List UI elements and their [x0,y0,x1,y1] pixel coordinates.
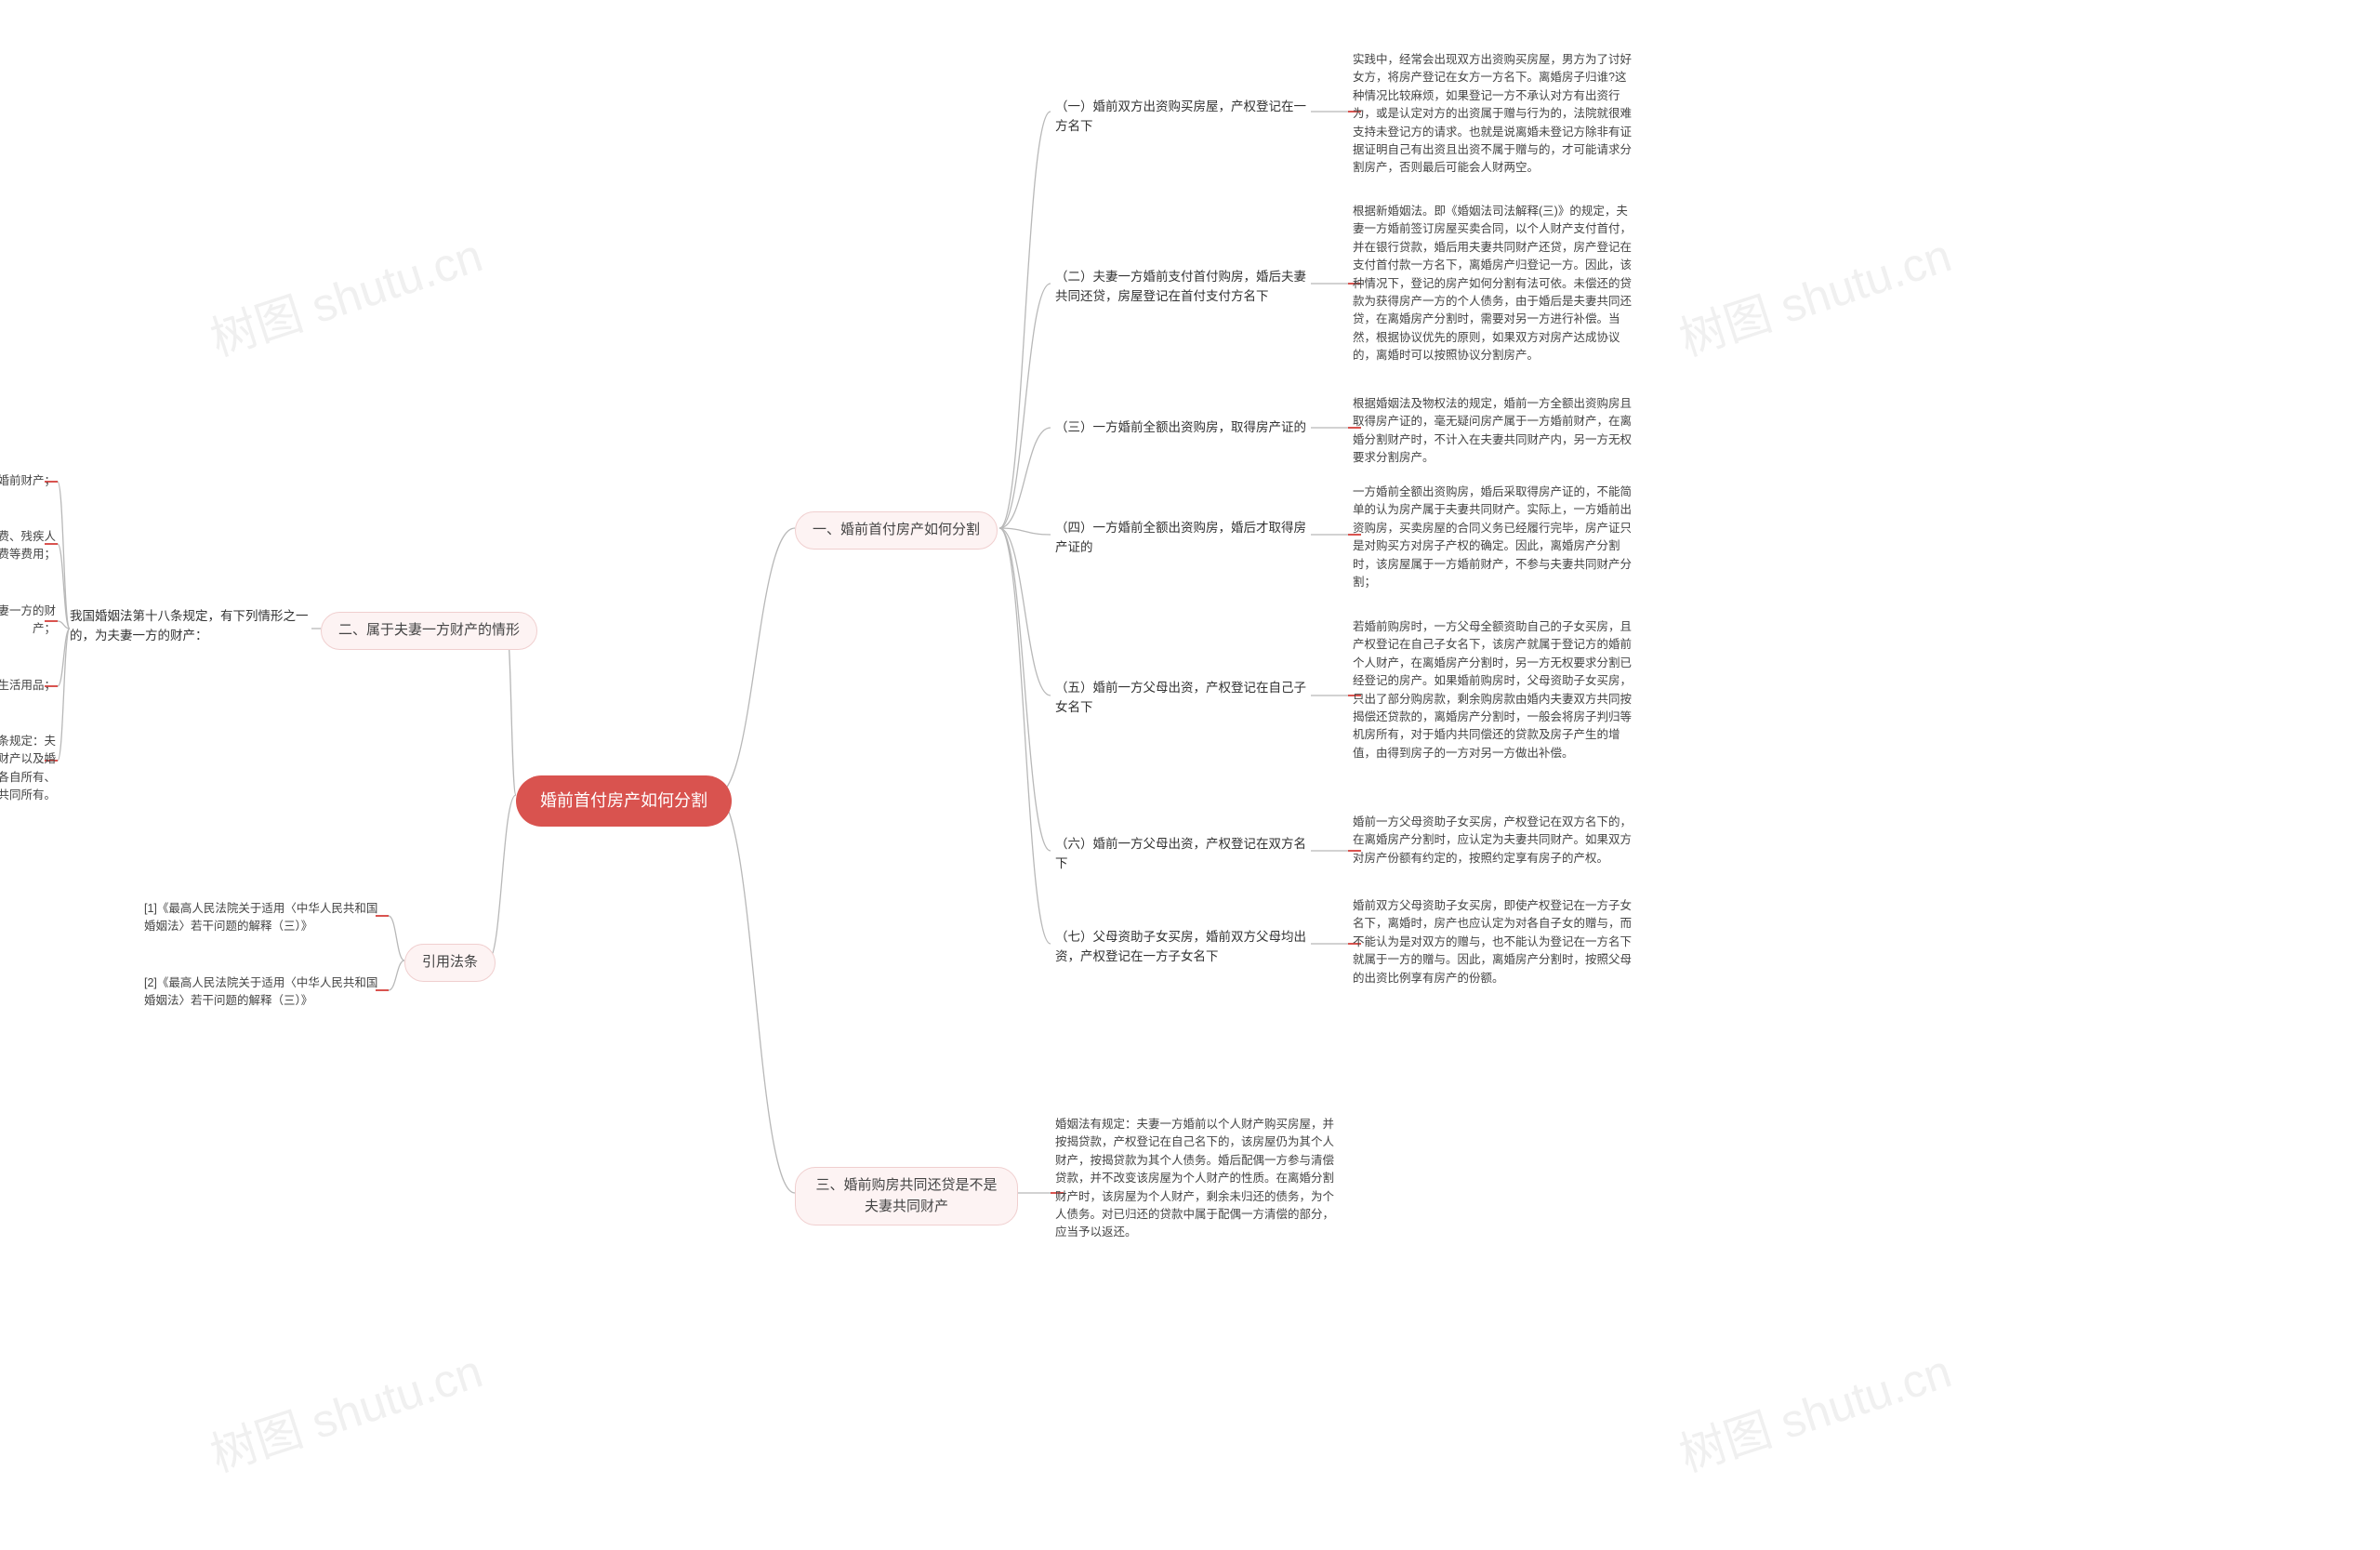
leaf-2-2: 2、一方因身体受到伤害获得的医疗费、残疾人生活补助费等费用； [0,528,56,564]
sub-1-6: （六）婚前一方父母出资，产权登记在双方名下 [1055,835,1316,874]
sub-1-5: （五）婚前一方父母出资，产权登记在自己子女名下 [1055,679,1316,718]
leaf-1-1: 实践中，经常会出现双方出资购买房屋，男方为了讨好女方，将房产登记在女方一方名下。… [1353,51,1632,178]
sub-1-2: （二）夫妻一方婚前支付首付购房，婚后夫妻共同还贷，房屋登记在首付支付方名下 [1055,268,1316,307]
sub-1-4: （四）一方婚前全额出资购房，婚后才取得房产证的 [1055,519,1316,558]
sub-1-7: （七）父母资助子女买房，婚前双方父母均出资，产权登记在一方子女名下 [1055,928,1316,967]
leaf-2-5: 5、其他应当归一方的财产。第十九条规定：夫妻可以约定婚姻关系存续期间所得的财产以… [0,733,56,805]
leaf-2-1: 1、一方的婚前财产； [0,472,56,490]
sub-2-intro: 我国婚姻法第十八条规定，有下列情形之一的，为夫妻一方的财产： [70,607,311,646]
root-node: 婚前首付房产如何分割 [516,775,732,827]
leaf-1-4: 一方婚前全额出资购房，婚后采取得房产证的，不能简单的认为房产属于夫妻共同财产。实… [1353,484,1632,591]
branch-section-3: 三、婚前购房共同还贷是不是夫妻共同财产 [795,1167,1018,1225]
leaf-2-4: 4、一方专用的生活用品； [0,677,56,695]
ref-1: [1]《最高人民法院关于适用〈中华人民共和国婚姻法〉若干问题的解释（三）》 [144,900,386,936]
sub-1-1: （一）婚前双方出资购买房屋，产权登记在一方名下 [1055,98,1316,137]
leaf-1-3: 根据婚姻法及物权法的规定，婚前一方全额出资购房且取得房产证的，毫无疑问房产属于一… [1353,395,1632,468]
connector-canvas [0,0,2380,1550]
ref-2: [2]《最高人民法院关于适用〈中华人民共和国婚姻法〉若干问题的解释（三）》 [144,974,386,1011]
leaf-1-6: 婚前一方父母资助子女买房，产权登记在双方名下的，在离婚房产分割时，应认定为夫妻共… [1353,814,1632,868]
branch-section-1: 一、婚前首付房产如何分割 [795,511,998,550]
leaf-3: 婚姻法有规定：夫妻一方婚前以个人财产购买房屋，并按揭贷款，产权登记在自己名下的，… [1055,1116,1334,1242]
branch-references: 引用法条 [404,944,496,982]
leaf-1-5: 若婚前购房时，一方父母全额资助自己的子女买房，且产权登记在自己子女名下，该房产就… [1353,618,1632,762]
branch-section-2: 二、属于夫妻一方财产的情形 [321,612,537,650]
sub-1-3: （三）一方婚前全额出资购房，取得房产证的 [1055,418,1306,438]
leaf-1-2: 根据新婚姻法。即《婚姻法司法解释(三)》的规定，夫妻一方婚前签订房屋买卖合同，以… [1353,203,1632,364]
leaf-1-7: 婚前双方父母资助子女买房，即使产权登记在一方子女名下，离婚时，房产也应认定为对各… [1353,897,1632,987]
leaf-2-3: 3、遗嘱或赠与合同中确定只归夫或妻一方的财产； [0,603,56,639]
